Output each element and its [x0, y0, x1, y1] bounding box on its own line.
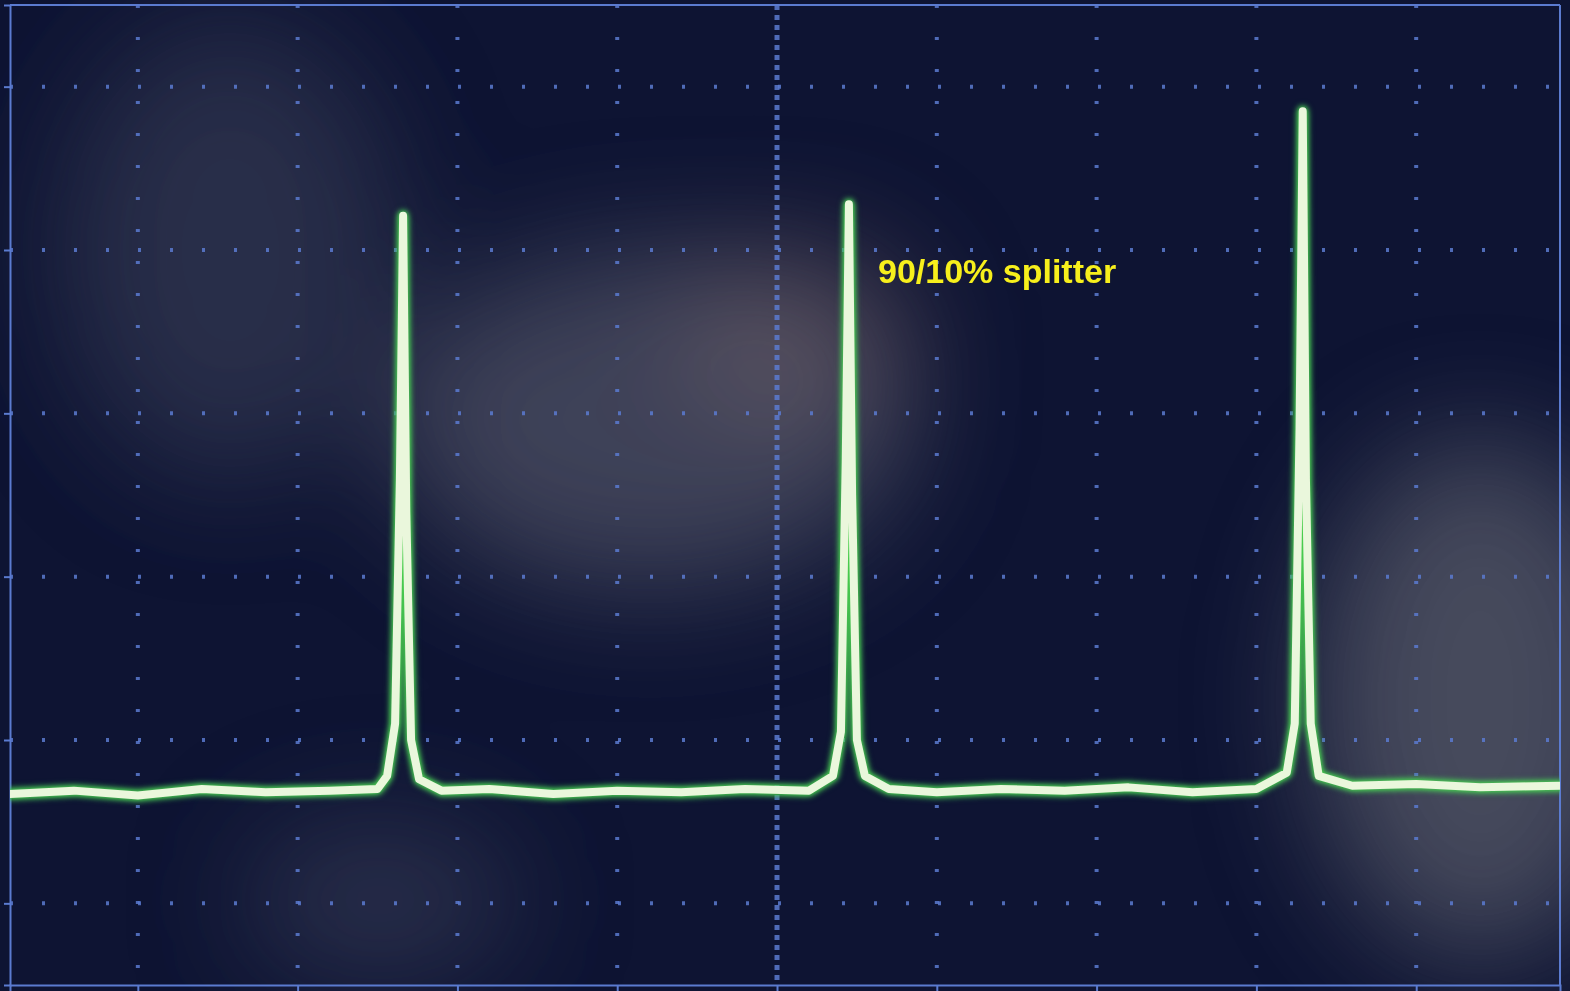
y-tick	[4, 413, 10, 414]
annotation: 90/10% splitter	[878, 252, 1116, 290]
x-tick	[1256, 985, 1257, 991]
grid-line-x	[615, 5, 619, 985]
grid-line-y	[10, 901, 1560, 905]
plot-area	[10, 111, 1560, 795]
x-tick	[1416, 985, 1417, 991]
grid-line-x	[1414, 5, 1418, 985]
x-tick-mark	[1256, 985, 1258, 991]
y-tick	[4, 250, 10, 251]
frame-top	[10, 4, 1560, 6]
x-tick	[457, 985, 458, 991]
x-tick-mark	[1416, 985, 1418, 991]
y-axis	[4, 6, 11, 986]
grid-line-y	[10, 575, 1560, 579]
grid-line-x	[136, 5, 140, 985]
x-tick-mark	[457, 985, 459, 991]
grid-line-x	[775, 5, 780, 985]
frame-right	[1559, 5, 1561, 985]
grid-line-x	[296, 5, 300, 985]
x-tick-mark	[617, 985, 619, 991]
glare-spot	[1310, 440, 1570, 960]
y-tick-mark	[4, 740, 10, 742]
y-tick-mark	[4, 576, 10, 578]
y-axis-line	[4, 6, 11, 986]
x-tick	[617, 985, 618, 991]
grid-line-y	[10, 738, 1560, 742]
grid-line-y	[10, 85, 1560, 89]
x-tick-mark	[1096, 985, 1098, 991]
y-tick	[4, 903, 10, 904]
x-tick	[777, 985, 778, 991]
y-tick	[4, 740, 10, 741]
trace	[10, 111, 1560, 795]
grid-line-x	[1254, 5, 1258, 985]
x-tick	[1097, 985, 1098, 991]
grid-line-y	[10, 248, 1560, 252]
background	[0, 0, 1570, 991]
y-tick-mark	[4, 413, 10, 415]
x-axis	[11, 985, 1561, 991]
x-tick	[937, 985, 938, 991]
grid	[10, 5, 1560, 985]
glare-spot	[60, 20, 400, 480]
glare-spot	[240, 820, 520, 980]
grid-line-x	[1095, 5, 1099, 985]
y-tick	[4, 577, 10, 578]
x-tick-mark	[137, 985, 139, 991]
x-tick-mark	[297, 985, 299, 991]
grid-line-x	[935, 5, 939, 985]
x-axis-line	[11, 986, 1561, 991]
y-tick	[4, 87, 10, 88]
grid-line-y	[10, 411, 1560, 415]
x-tick-mark	[777, 985, 779, 991]
y-tick-mark	[4, 86, 10, 88]
y-tick-mark	[4, 250, 10, 252]
grid-line-x	[455, 5, 459, 985]
x-tick-mark	[936, 985, 938, 991]
y-tick-mark	[4, 903, 10, 905]
x-tick	[138, 985, 139, 991]
x-tick	[298, 985, 299, 991]
chart: 90/10% splitter	[0, 0, 1570, 991]
glare	[60, 20, 1570, 980]
